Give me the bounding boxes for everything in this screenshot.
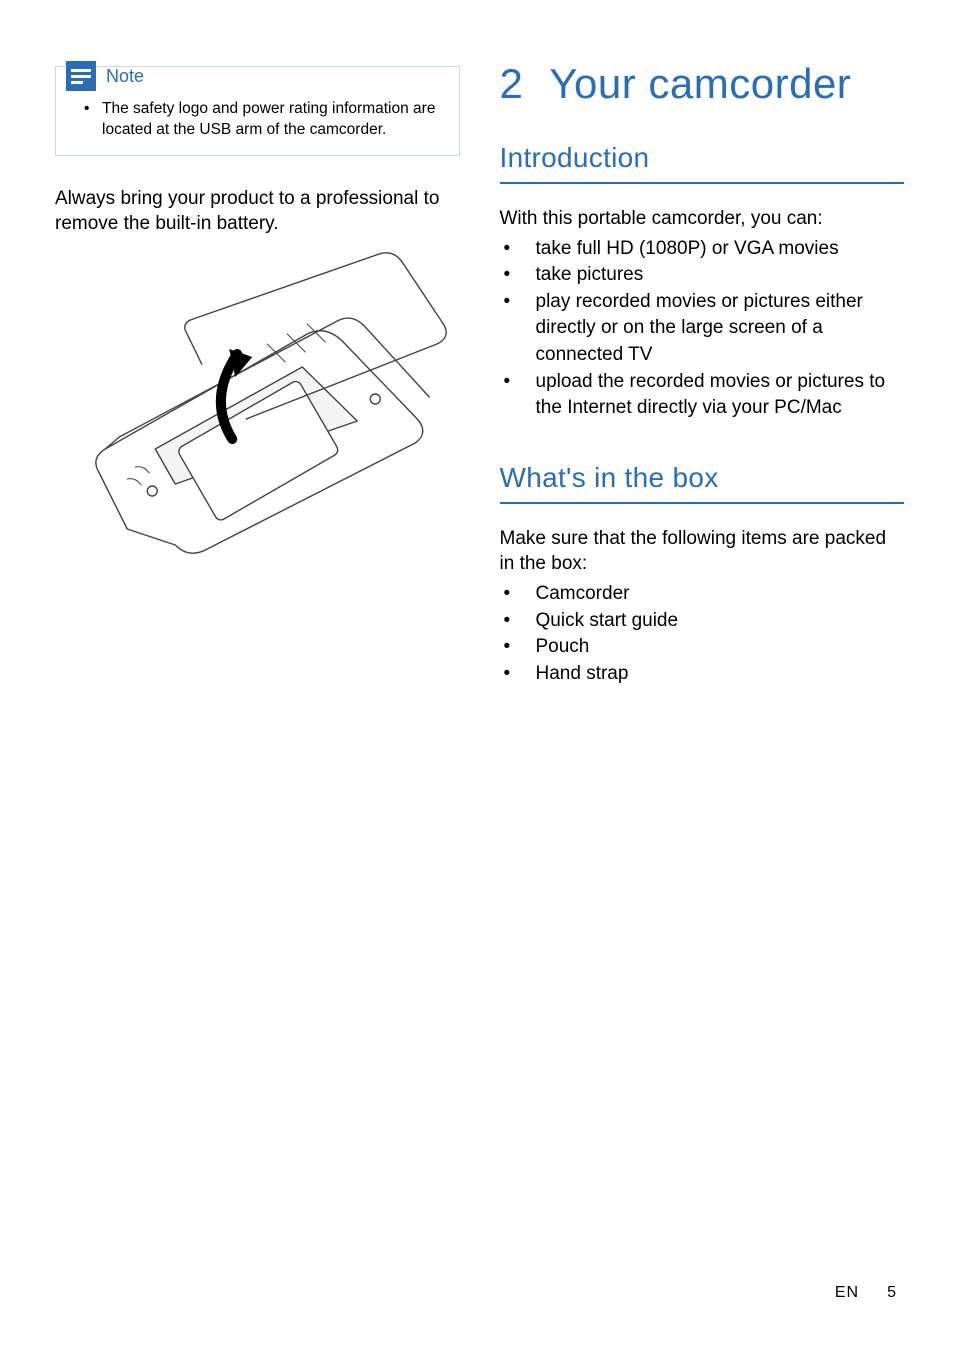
note-label: Note: [106, 66, 144, 87]
list-item: •take full HD (1080P) or VGA movies: [500, 236, 905, 263]
bullet-dot: •: [500, 289, 536, 369]
list-item: •Pouch: [500, 634, 905, 661]
body-paragraph: Always bring your product to a professio…: [55, 186, 460, 237]
section-heading-introduction: Introduction: [500, 142, 905, 184]
chapter-heading: 2 Your camcorder: [500, 60, 905, 108]
list-item-text: upload the recorded movies or pictures t…: [536, 369, 905, 422]
list-item: •Quick start guide: [500, 608, 905, 635]
chapter-number: 2: [500, 60, 524, 108]
list-item-text: take pictures: [536, 262, 644, 289]
bullet-dot: •: [500, 369, 536, 422]
list-item: •Hand strap: [500, 661, 905, 688]
box-lead: Make sure that the following items are p…: [500, 526, 905, 577]
bullet-dot: •: [500, 581, 536, 608]
bullet-dot: •: [500, 634, 536, 661]
note-icon: [66, 61, 96, 91]
note-text: The safety logo and power rating informa…: [102, 99, 441, 141]
intro-bullet-list: •take full HD (1080P) or VGA movies•take…: [500, 236, 905, 422]
bullet-dot: •: [500, 262, 536, 289]
list-item-text: take full HD (1080P) or VGA movies: [536, 236, 839, 263]
list-item: •upload the recorded movies or pictures …: [500, 369, 905, 422]
bullet-dot: •: [84, 99, 102, 141]
note-header: Note: [66, 61, 459, 99]
section-heading-box: What's in the box: [500, 462, 905, 504]
bullet-dot: •: [500, 608, 536, 635]
intro-lead: With this portable camcorder, you can:: [500, 206, 905, 232]
list-item-text: Hand strap: [536, 661, 629, 688]
footer-lang: EN: [835, 1284, 859, 1302]
box-bullet-list: •Camcorder•Quick start guide•Pouch•Hand …: [500, 581, 905, 687]
product-illustration: [55, 249, 460, 559]
note-box: Note • The safety logo and power rating …: [55, 66, 460, 156]
footer-page-number: 5: [887, 1284, 896, 1302]
list-item-text: play recorded movies or pictures either …: [536, 289, 905, 369]
page-footer: EN 5: [835, 1284, 896, 1302]
list-item: •play recorded movies or pictures either…: [500, 289, 905, 369]
right-column: 2 Your camcorder Introduction With this …: [500, 60, 905, 727]
left-column: Note • The safety logo and power rating …: [55, 60, 460, 727]
list-item-text: Pouch: [536, 634, 590, 661]
list-item: •Camcorder: [500, 581, 905, 608]
list-item-text: Camcorder: [536, 581, 630, 608]
list-item: •take pictures: [500, 262, 905, 289]
chapter-title: Your camcorder: [549, 60, 851, 108]
note-bullet: • The safety logo and power rating infor…: [56, 99, 459, 141]
bullet-dot: •: [500, 661, 536, 688]
bullet-dot: •: [500, 236, 536, 263]
list-item-text: Quick start guide: [536, 608, 679, 635]
